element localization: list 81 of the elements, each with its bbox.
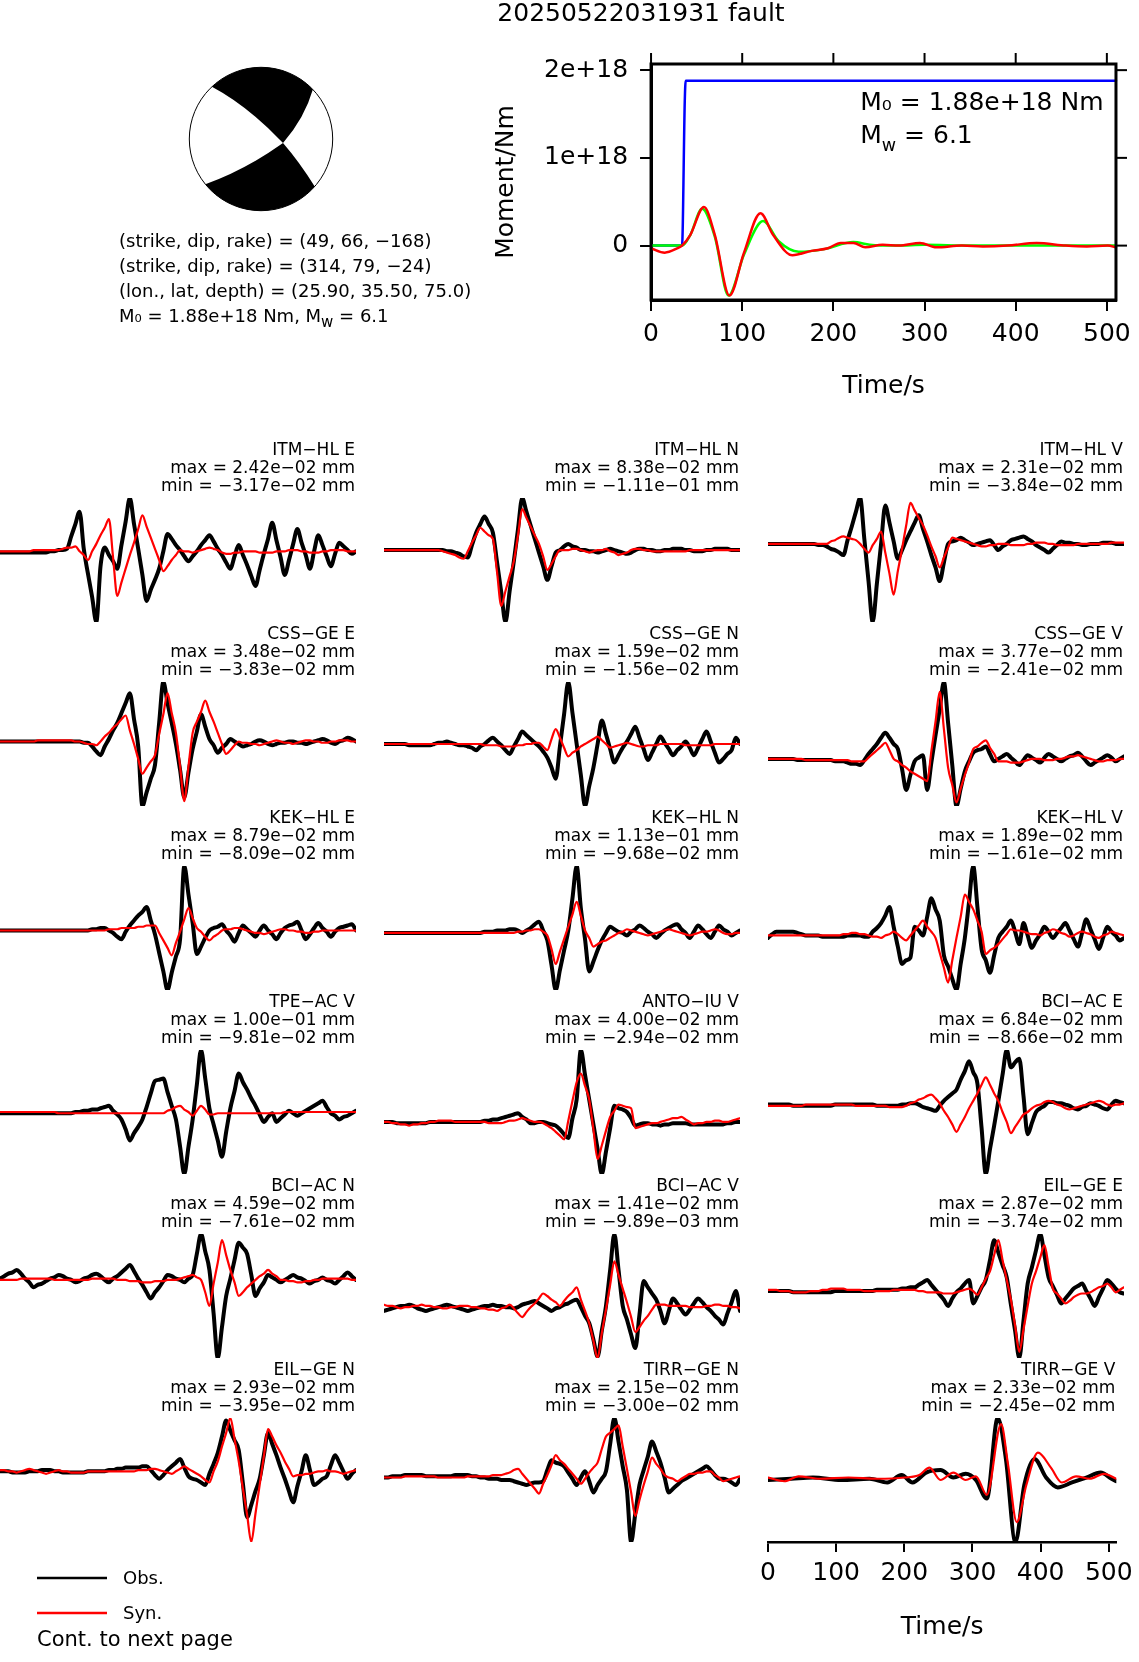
text: min = −1.56e−02 mm xyxy=(544,659,740,679)
text: min = −9.68e−02 mm xyxy=(544,843,740,863)
text: max = 4.59e−02 mm xyxy=(170,1193,356,1213)
chart-title: ITM−HL N xyxy=(654,439,739,459)
text: min = −8.66e−02 mm xyxy=(928,1027,1124,1047)
text: min = −3.17e−02 mm xyxy=(160,475,356,495)
chart-title: BCI−AC E xyxy=(1041,991,1124,1011)
text: max = 2.42e−02 mm xyxy=(170,457,356,477)
text: max = 3.77e−02 mm xyxy=(938,641,1124,661)
text: (strike, dip, rake) = (314, 79, −24) xyxy=(119,254,432,276)
x-tick-label: 0 xyxy=(643,317,659,347)
x-tick-label: 400 xyxy=(1016,1556,1065,1586)
chart-title: KEK−HL E xyxy=(269,807,356,827)
text: min = −9.89e−03 mm xyxy=(544,1211,740,1231)
text: max = 1.89e−02 mm xyxy=(938,825,1124,845)
text: max = 3.48e−02 mm xyxy=(170,641,356,661)
text: max = 1.41e−02 mm xyxy=(554,1193,740,1213)
chart-title: TPE−AC V xyxy=(268,991,356,1011)
annotation: M₀ = 1.88e+18 Nm xyxy=(860,87,1104,116)
text: max = 4.00e−02 mm xyxy=(554,1009,740,1029)
text: (strike, dip, rake) = (49, 66, −168) xyxy=(119,229,432,251)
chart-title: KEK−HL V xyxy=(1036,807,1124,827)
text: M₀ = 1.88e+18 Nm, M$_{w}$ = 6.1 xyxy=(119,304,389,331)
text: min = −3.84e−02 mm xyxy=(928,475,1124,495)
chart-title: EIL−GE E xyxy=(1043,1175,1123,1195)
chart-title: 20250522031931 fault xyxy=(497,0,785,27)
chart-title: KEK−HL N xyxy=(651,807,739,827)
legend-label: Obs. xyxy=(123,1567,164,1588)
text: Cont. to next page xyxy=(37,1627,233,1652)
text: min = −1.61e−02 mm xyxy=(928,843,1124,863)
text: min = −3.00e−02 mm xyxy=(544,1395,740,1415)
text: (lon., lat, depth) = (25.90, 35.50, 75.0) xyxy=(119,279,472,301)
text: min = −3.74e−02 mm xyxy=(928,1211,1124,1231)
chart-title: BCI−AC N xyxy=(271,1175,356,1195)
text: min = −1.11e−01 mm xyxy=(544,475,740,495)
x-tick-label: 300 xyxy=(948,1556,997,1586)
text: max = 2.33e−02 mm xyxy=(930,1377,1116,1397)
chart-title: EIL−GE N xyxy=(273,1359,356,1379)
chart-title: TIRR−GE V xyxy=(1020,1359,1116,1379)
chart-title: ITM−HL V xyxy=(1039,439,1124,459)
x-tick-label: 100 xyxy=(812,1556,861,1586)
text: min = −3.95e−02 mm xyxy=(160,1395,356,1415)
text: min = −2.41e−02 mm xyxy=(928,659,1124,679)
text: max = 2.87e−02 mm xyxy=(938,1193,1124,1213)
x-tick-label: 500 xyxy=(1084,1556,1133,1586)
chart-title: CSS−GE E xyxy=(267,623,356,643)
x-tick-label: 200 xyxy=(809,317,858,347)
legend-label: Syn. xyxy=(123,1602,163,1623)
text: max = 2.93e−02 mm xyxy=(170,1377,356,1397)
x-tick-label: 300 xyxy=(900,317,949,347)
text: min = −3.83e−02 mm xyxy=(160,659,356,679)
x-axis-title: Time/s xyxy=(899,1610,984,1640)
chart-title: CSS−GE N xyxy=(649,623,739,643)
chart-title: ANTO−IU V xyxy=(642,991,740,1011)
text: max = 1.13e−01 mm xyxy=(554,825,740,845)
text: min = −2.94e−02 mm xyxy=(544,1027,740,1047)
text: max = 6.84e−02 mm xyxy=(938,1009,1124,1029)
text: max = 1.59e−02 mm xyxy=(554,641,740,661)
chart-title: ITM−HL E xyxy=(272,439,356,459)
text: min = −7.61e−02 mm xyxy=(160,1211,356,1231)
chart-title: TIRR−GE N xyxy=(642,1359,740,1379)
chart-title: CSS−GE V xyxy=(1034,623,1124,643)
text: min = −9.81e−02 mm xyxy=(160,1027,356,1047)
x-tick-label: 0 xyxy=(760,1556,776,1586)
text: max = 8.79e−02 mm xyxy=(170,825,356,845)
chart-title: BCI−AC V xyxy=(656,1175,740,1195)
text: max = 2.15e−02 mm xyxy=(554,1377,740,1397)
y-tick-label: 2e+18 xyxy=(544,53,629,83)
text: max = 1.00e−01 mm xyxy=(170,1009,356,1029)
x-tick-label: 500 xyxy=(1083,317,1131,347)
y-tick-label: 0 xyxy=(612,229,629,259)
text: max = 2.31e−02 mm xyxy=(938,457,1124,477)
x-tick-label: 200 xyxy=(880,1556,929,1586)
y-tick-label: 1e+18 xyxy=(544,141,629,171)
x-tick-label: 400 xyxy=(991,317,1040,347)
text: max = 8.38e−02 mm xyxy=(554,457,740,477)
y-axis-title: Moment/Nm xyxy=(489,105,519,259)
x-axis-title: Time/s xyxy=(841,369,925,399)
text: min = −2.45e−02 mm xyxy=(921,1395,1116,1415)
x-tick-label: 100 xyxy=(718,317,767,347)
text: min = −8.09e−02 mm xyxy=(160,843,356,863)
